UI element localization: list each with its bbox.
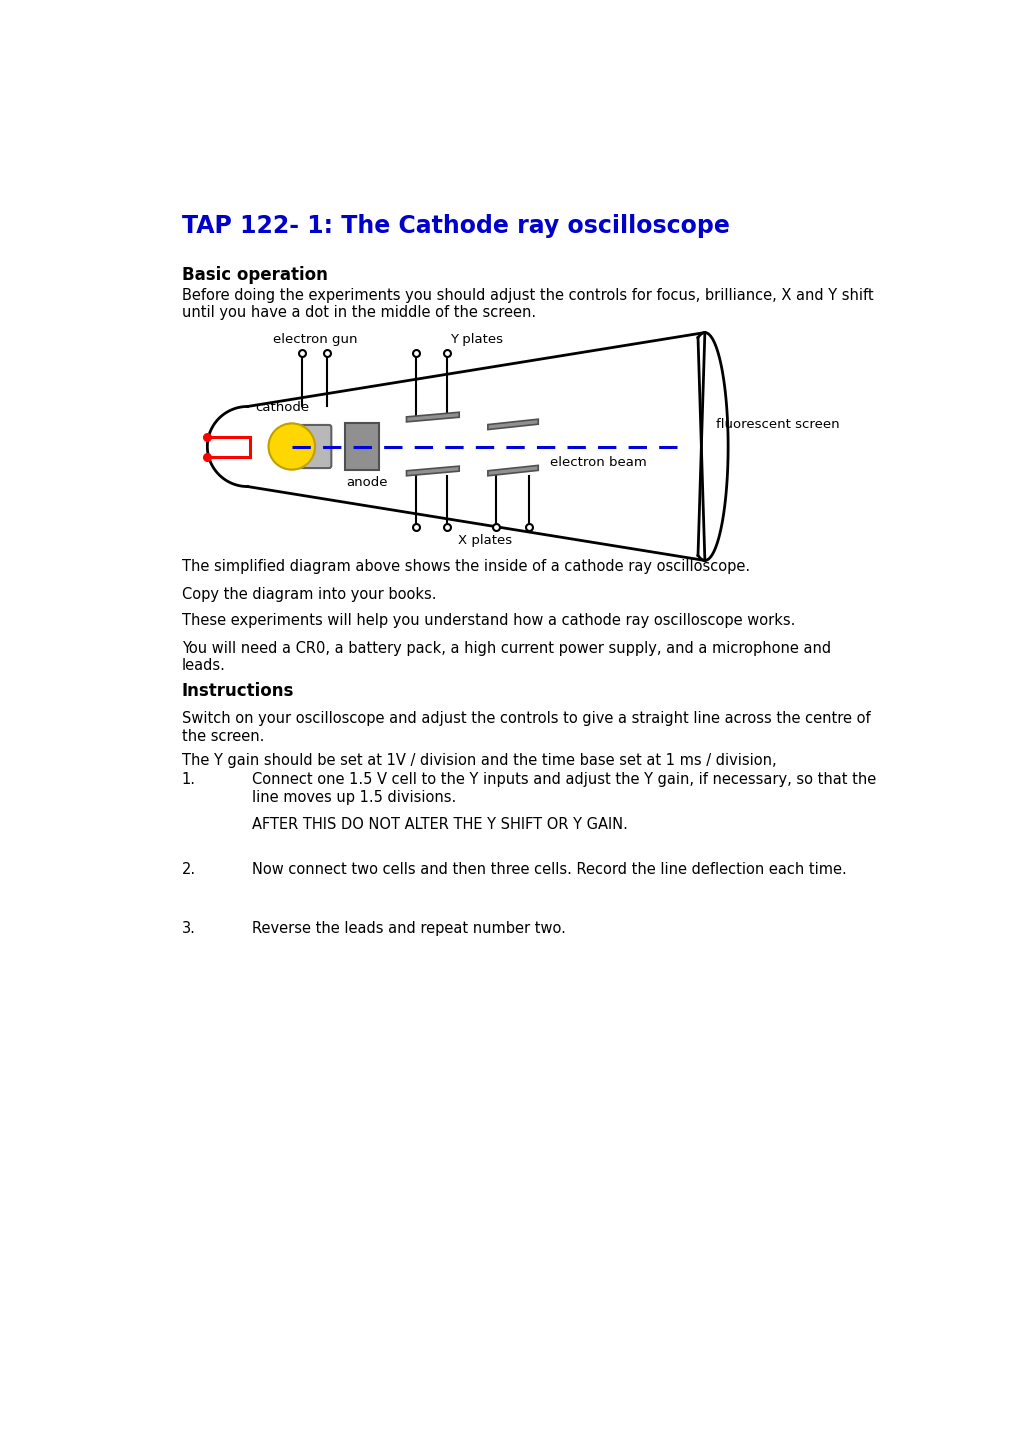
Text: TAP 122- 1: The Cathode ray oscilloscope: TAP 122- 1: The Cathode ray oscilloscope xyxy=(181,214,729,238)
Text: Y plates: Y plates xyxy=(449,333,502,346)
Text: anode: anode xyxy=(345,476,387,489)
Text: Reverse the leads and repeat number two.: Reverse the leads and repeat number two. xyxy=(252,921,565,937)
Text: fluorescent screen: fluorescent screen xyxy=(715,418,840,431)
Text: Basic operation: Basic operation xyxy=(181,267,327,284)
Text: electron beam: electron beam xyxy=(549,456,646,469)
Text: The Y gain should be set at 1V / division and the time base set at 1 ms / divisi: The Y gain should be set at 1V / divisio… xyxy=(181,753,775,768)
Polygon shape xyxy=(407,413,459,421)
Text: Now connect two cells and then three cells. Record the line deflection each time: Now connect two cells and then three cel… xyxy=(252,863,846,877)
Polygon shape xyxy=(487,466,538,476)
Text: electron gun: electron gun xyxy=(272,333,357,346)
Text: AFTER THIS DO NOT ALTER THE Y SHIFT OR Y GAIN.: AFTER THIS DO NOT ALTER THE Y SHIFT OR Y… xyxy=(252,817,627,831)
Text: 1.: 1. xyxy=(181,772,196,788)
FancyBboxPatch shape xyxy=(286,424,331,468)
Text: Switch on your oscilloscope and adjust the controls to give a straight line acro: Switch on your oscilloscope and adjust t… xyxy=(181,711,869,743)
Text: 3.: 3. xyxy=(181,921,196,937)
Text: cathode: cathode xyxy=(255,401,309,414)
Text: 2.: 2. xyxy=(181,863,196,877)
Bar xyxy=(344,423,378,469)
Text: Connect one 1.5 V cell to the Y inputs and adjust the Y gain, if necessary, so t: Connect one 1.5 V cell to the Y inputs a… xyxy=(252,772,875,805)
Text: The simplified diagram above shows the inside of a cathode ray oscilloscope.: The simplified diagram above shows the i… xyxy=(181,558,749,574)
Text: You will need a CR0, a battery pack, a high current power supply, and a micropho: You will need a CR0, a battery pack, a h… xyxy=(181,641,830,672)
Text: Instructions: Instructions xyxy=(181,683,293,700)
Circle shape xyxy=(268,423,315,469)
Polygon shape xyxy=(407,466,459,476)
Text: X plates: X plates xyxy=(458,534,513,547)
Polygon shape xyxy=(487,418,538,430)
Text: These experiments will help you understand how a cathode ray oscilloscope works.: These experiments will help you understa… xyxy=(181,613,795,628)
Text: Copy the diagram into your books.: Copy the diagram into your books. xyxy=(181,587,436,602)
Text: Before doing the experiments you should adjust the controls for focus, brillianc: Before doing the experiments you should … xyxy=(181,289,872,320)
